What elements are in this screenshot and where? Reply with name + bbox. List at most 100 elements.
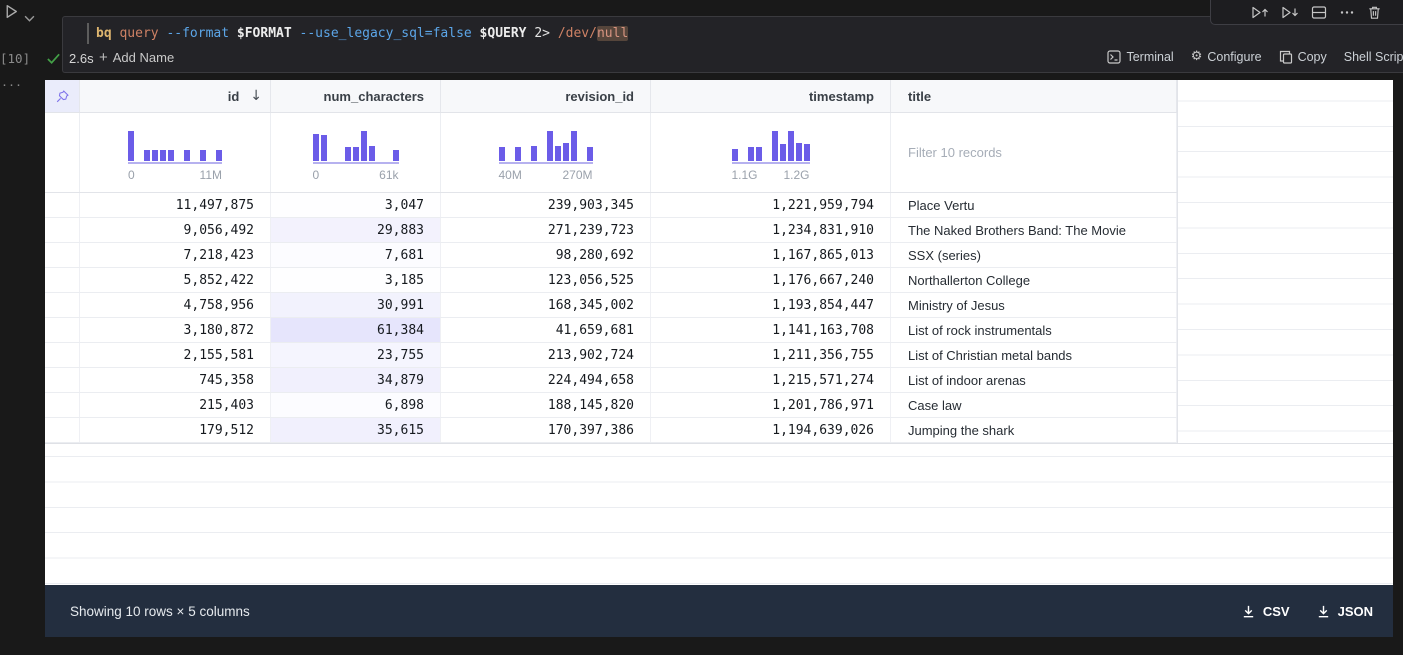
cell-num-characters[interactable]: 61,384 [271,318,441,342]
cell-revision-id[interactable]: 213,902,724 [441,343,651,367]
cell-revision-id[interactable]: 41,659,681 [441,318,651,342]
terminal-icon [1107,49,1122,64]
column-header-id[interactable]: id ↓ [80,80,271,112]
table-row: 745,358 34,879 224,494,658 1,215,571,274 Lis… [45,368,1393,393]
cell-title[interactable]: SSX (series) [891,243,1177,267]
cell-revision-id[interactable]: 168,345,002 [441,293,651,317]
column-header-label: timestamp [808,88,874,104]
histogram-cell-num_characters[interactable]: 0 61k [271,113,441,192]
cell-title[interactable]: Case law [891,393,1177,417]
column-header-revision_id[interactable]: revision_id [441,80,651,112]
cell-timestamp[interactable]: 1,167,865,013 [651,243,891,267]
column-header-title[interactable]: title [891,80,1177,112]
cell-revision-id[interactable]: 98,280,692 [441,243,651,267]
run-cell-and-above-icon[interactable] [1251,5,1269,20]
configure-button[interactable]: ⚙ Configure [1190,49,1262,64]
histogram-axis [312,162,399,164]
cell-num-characters[interactable]: 30,991 [271,293,441,317]
cell-num-characters[interactable]: 29,883 [271,218,441,242]
terminal-button[interactable]: Terminal [1107,49,1174,64]
cell-id[interactable]: 3,180,872 [80,318,271,342]
code-token: query [119,26,159,41]
cell-title[interactable]: Northallerton College [891,268,1177,292]
cell-revision-id[interactable]: 170,397,386 [441,418,651,442]
pin-corner-cell[interactable] [45,80,80,112]
histogram-cell-id[interactable]: 0 11M [80,113,271,192]
cell-actions: Terminal ⚙ Configure Copy Shell Script [1107,49,1403,64]
cell-title[interactable]: Jumping the shark [891,418,1177,442]
row-gutter-cell [45,318,80,342]
cell-id[interactable]: 7,218,423 [80,243,271,267]
run-cell-and-below-icon[interactable] [1281,5,1299,20]
cell-num-characters[interactable]: 3,185 [271,268,441,292]
cell-title[interactable]: The Naked Brothers Band: The Movie [891,218,1177,242]
histogram-range-labels: 40M 270M [499,168,593,182]
table-row: 2,155,581 23,755 213,902,724 1,211,356,755 L… [45,343,1393,368]
table-row: 179,512 35,615 170,397,386 1,194,639,026 Jum… [45,418,1393,443]
cell-title[interactable]: Place Vertu [891,193,1177,217]
histogram-cell-timestamp[interactable]: 1.1G 1.2G [651,113,891,192]
histogram-bar [352,147,359,161]
cell-title[interactable]: List of rock instrumentals [891,318,1177,342]
cell-id[interactable]: 179,512 [80,418,271,442]
cell-revision-id[interactable]: 239,903,345 [441,193,651,217]
cell-num-characters[interactable]: 6,898 [271,393,441,417]
more-actions-icon[interactable] [1339,5,1355,20]
cell-title[interactable]: Ministry of Jesus [891,293,1177,317]
histogram-bar [128,131,134,161]
cell-id[interactable]: 11,497,875 [80,193,271,217]
cell-id[interactable]: 4,758,956 [80,293,271,317]
cell-timestamp[interactable]: 1,221,959,794 [651,193,891,217]
cell-num-characters[interactable]: 3,047 [271,193,441,217]
cell-id[interactable]: 745,358 [80,368,271,392]
column-header-num_characters[interactable]: num_characters [271,80,441,112]
run-options-chevron-down-icon[interactable] [24,9,35,27]
code-token: $FORMAT [236,26,292,41]
histogram-bar [392,150,399,161]
histogram-cell-revision_id[interactable]: 40M 270M [441,113,651,192]
cell-title[interactable]: List of Christian metal bands [891,343,1177,367]
cell-timestamp[interactable]: 1,193,854,447 [651,293,891,317]
cell-revision-id[interactable]: 224,494,658 [441,368,651,392]
cell-title[interactable]: List of indoor arenas [891,368,1177,392]
code-editor-line[interactable]: bq query --format $FORMAT --use_legacy_s… [96,26,629,41]
split-cell-icon[interactable] [1311,5,1327,20]
cell-timestamp[interactable]: 1,194,639,026 [651,418,891,442]
cell-num-characters[interactable]: 35,615 [271,418,441,442]
copy-button[interactable]: Copy [1279,50,1327,64]
cell-revision-id[interactable]: 271,239,723 [441,218,651,242]
cell-num-characters[interactable]: 7,681 [271,243,441,267]
histogram-id: 0 11M [128,113,222,182]
cell-num-characters[interactable]: 34,879 [271,368,441,392]
download-json-button[interactable]: JSON [1316,604,1373,619]
cell-timestamp[interactable]: 1,141,163,708 [651,318,891,342]
add-name-button[interactable]: + Add Name [99,48,175,66]
histogram-bar [787,131,794,161]
delete-cell-icon[interactable] [1367,5,1382,20]
cell-timestamp[interactable]: 1,201,786,971 [651,393,891,417]
cell-id[interactable]: 2,155,581 [80,343,271,367]
row-gutter-cell [45,243,80,267]
cell-timestamp[interactable]: 1,215,571,274 [651,368,891,392]
cell-id[interactable]: 5,852,422 [80,268,271,292]
play-icon [6,4,17,19]
cell-num-characters[interactable]: 23,755 [271,343,441,367]
code-token: --format [166,26,230,41]
run-cell-button[interactable] [3,3,20,25]
column-header-timestamp[interactable]: timestamp [651,80,891,112]
sort-desc-icon[interactable]: ↓ [250,88,262,104]
cell-timestamp[interactable]: 1,176,667,240 [651,268,891,292]
cell-timestamp[interactable]: 1,211,356,755 [651,343,891,367]
filter-input[interactable]: Filter 10 records [891,113,1177,192]
cell-timestamp[interactable]: 1,234,831,910 [651,218,891,242]
cell-id[interactable]: 9,056,492 [80,218,271,242]
row-gutter-cell [45,193,80,217]
download-csv-button[interactable]: CSV [1241,604,1290,619]
cell-revision-id[interactable]: 188,145,820 [441,393,651,417]
code-token: $QUERY [479,26,527,41]
cell-id[interactable]: 215,403 [80,393,271,417]
table-row: 7,218,423 7,681 98,280,692 1,167,865,013 SSX… [45,243,1393,268]
shell-script-button[interactable]: Shell Script [1343,49,1403,64]
cell-more-icon[interactable]: ··· [2,76,23,93]
cell-revision-id[interactable]: 123,056,525 [441,268,651,292]
